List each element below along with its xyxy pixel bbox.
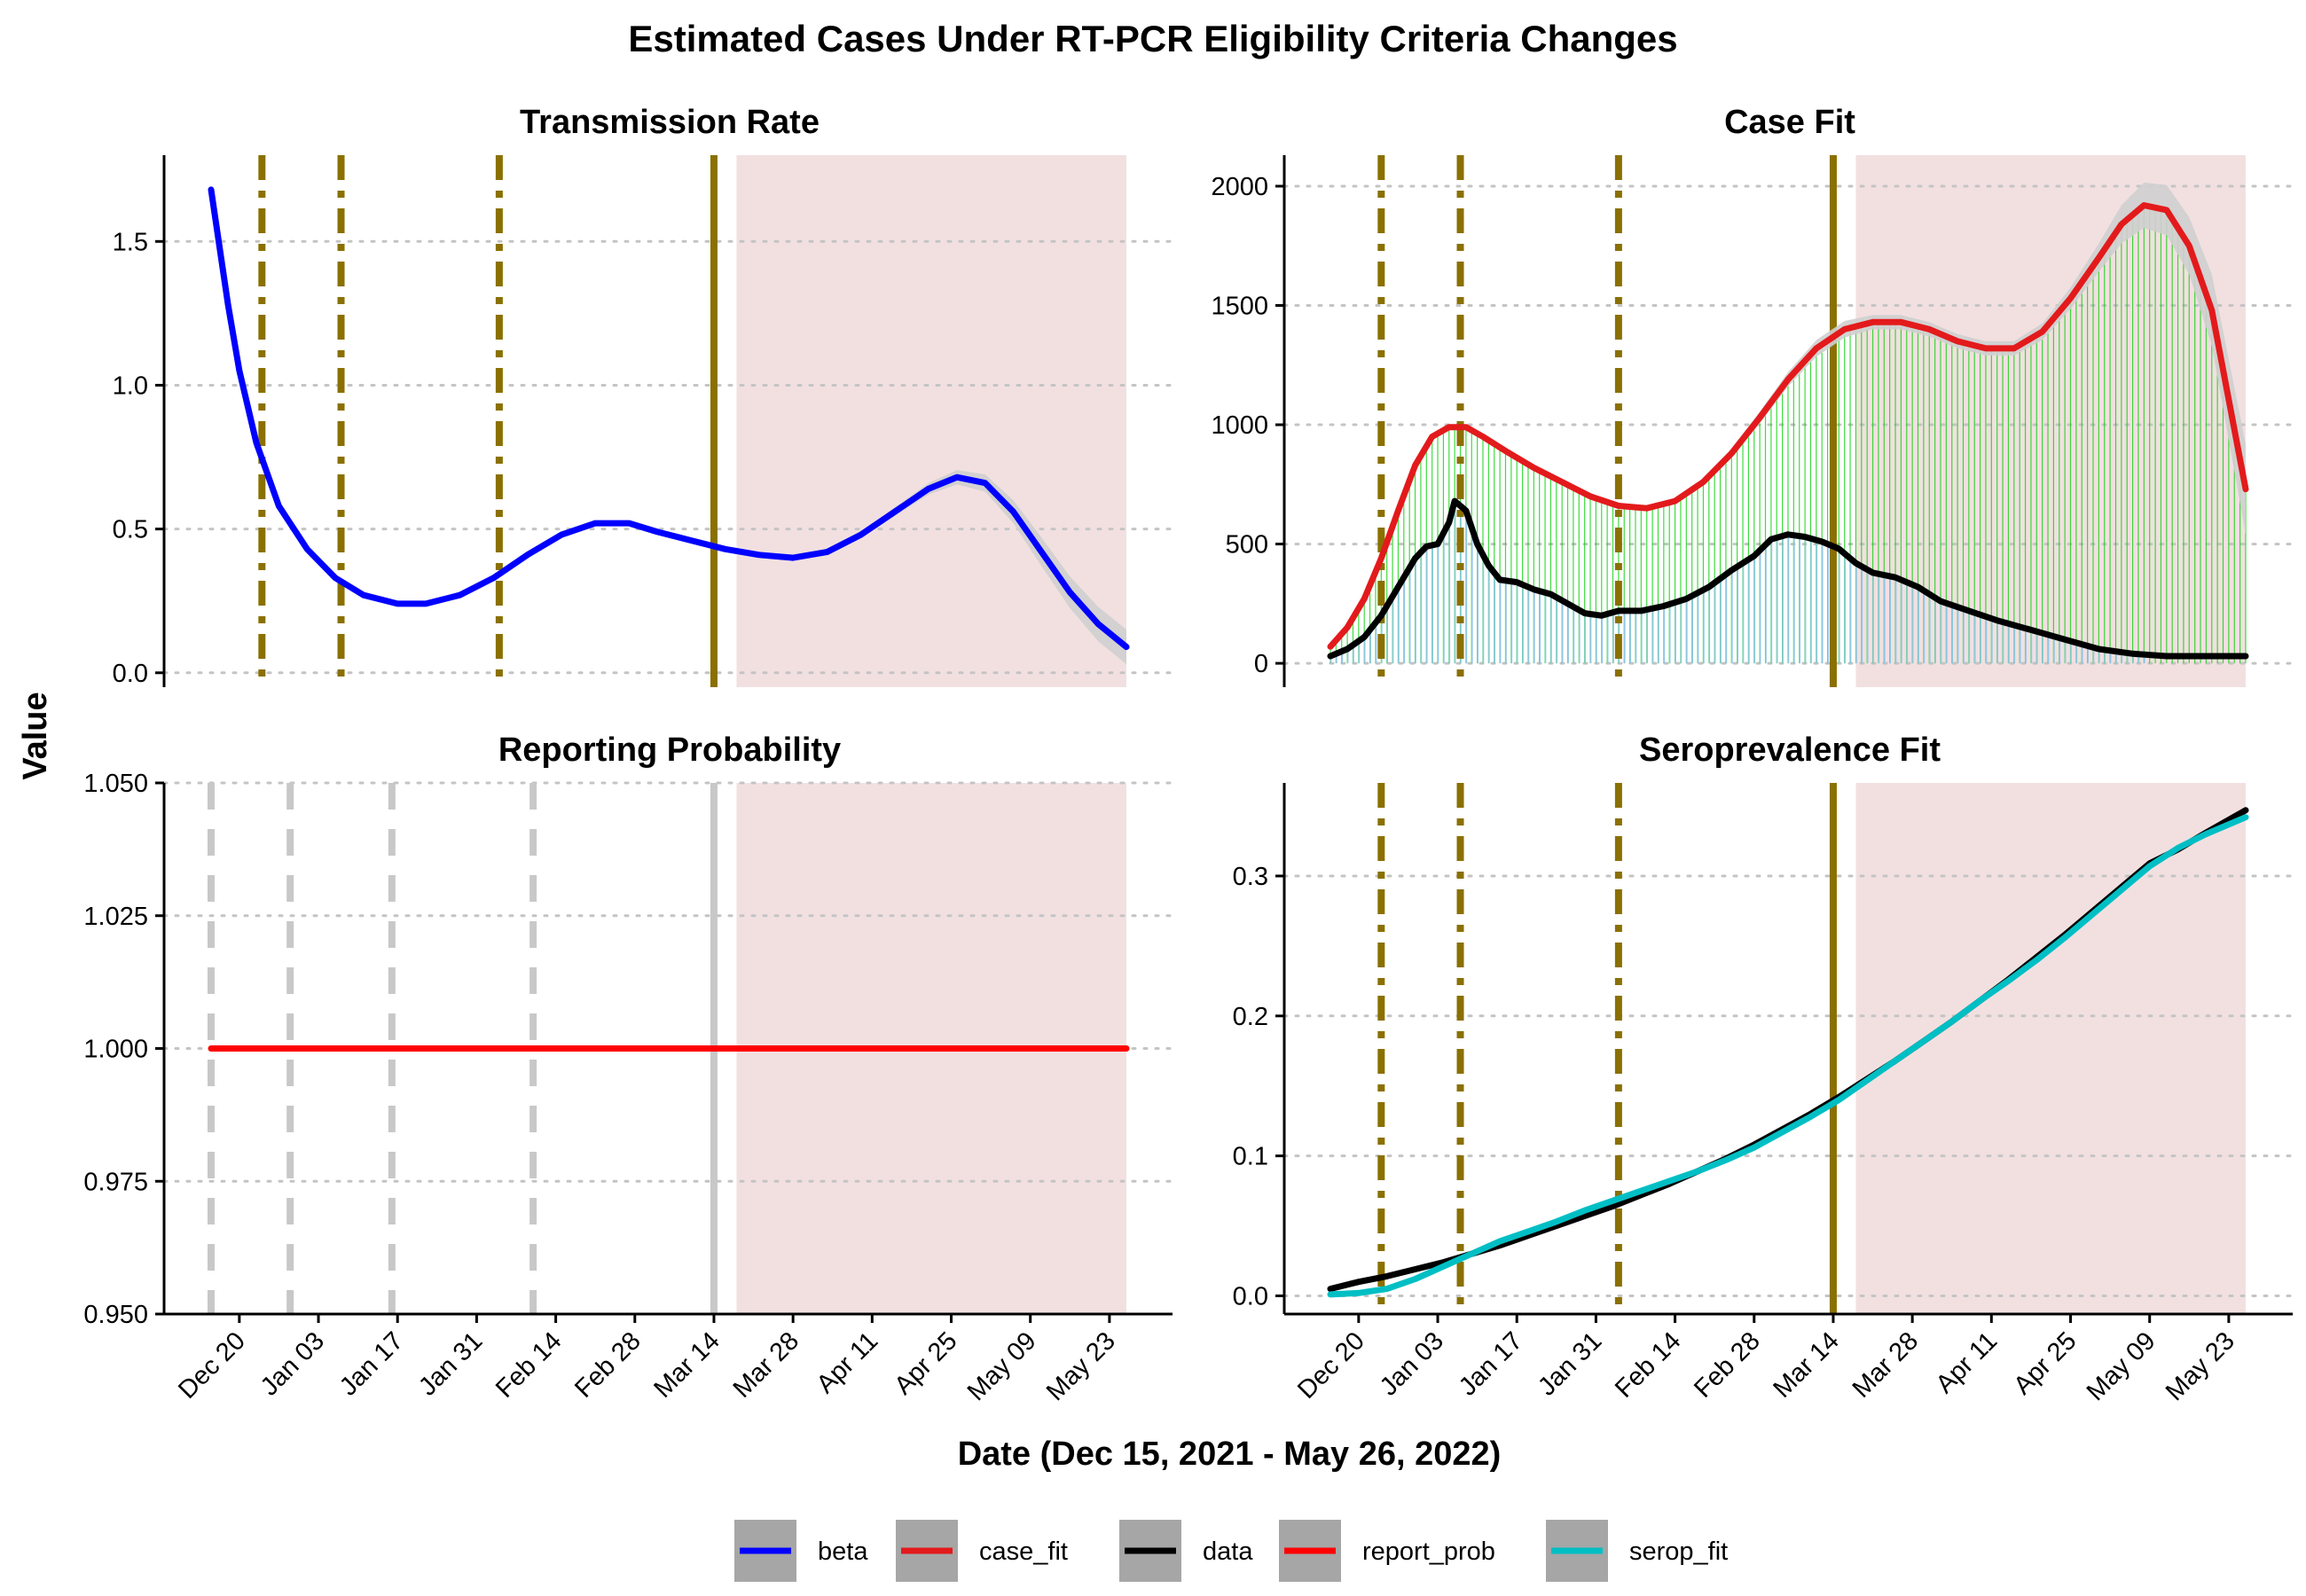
shaded-region [1855, 783, 2246, 1314]
panel-title-reporting-probability: Reporting Probability [498, 732, 841, 769]
y-tick-label: 500 [1226, 531, 1268, 559]
y-tick-label: 0.975 [83, 1168, 148, 1196]
x-tick-label: May 09 [2082, 1326, 2161, 1406]
x-tick-label: Jan 17 [334, 1326, 409, 1401]
y-tick-label: 0.0 [113, 660, 148, 688]
x-tick-label: Jan 03 [1375, 1326, 1449, 1401]
figure-title: Estimated Cases Under RT-PCR Eligibility… [628, 18, 1677, 59]
panel-title-seroprevalence-fit: Seroprevalence Fit [1639, 732, 1941, 769]
y-tick-label: 0.950 [83, 1301, 148, 1329]
y-tick-label: 1.000 [83, 1036, 148, 1064]
case-data-line [1327, 497, 2249, 660]
x-tick-label: Dec 20 [1292, 1326, 1370, 1404]
x-tick-label: Feb 14 [490, 1326, 567, 1403]
x-tick-label: Jan 17 [1454, 1326, 1528, 1401]
y-tick-label: 1.5 [113, 228, 148, 256]
x-tick-label: Apr 25 [889, 1326, 962, 1400]
x-tick-label: May 09 [962, 1326, 1042, 1406]
shaded-region [736, 155, 1126, 687]
x-tick-label: Apr 11 [1931, 1326, 2004, 1399]
case-fit-uncertainty-band [1330, 182, 2246, 647]
x-tick-label: Jan 03 [255, 1326, 330, 1401]
y-axis-label: Value [17, 692, 54, 779]
x-tick-label: Apr 25 [2008, 1326, 2082, 1400]
legend: beta case_fit data report_prob serop_fit [734, 1520, 1728, 1582]
y-tick-label: 0 [1254, 650, 1268, 678]
x-tick-label: Feb 28 [569, 1326, 646, 1403]
y-tick-label: 0.3 [1233, 863, 1268, 891]
x-tick-label: Feb 28 [1689, 1326, 1765, 1403]
y-tick-label: 1500 [1211, 293, 1268, 321]
y-tick-label: 0.5 [113, 516, 148, 544]
panel-case-fit: 0 500 1000 1500 2000 Case Fit [1211, 104, 2294, 687]
y-tick-label: 0.0 [1233, 1282, 1268, 1310]
x-tick-label: Mar 14 [648, 1326, 725, 1403]
x-axis-label: Date (Dec 15, 2021 - May 26, 2022) [958, 1436, 1502, 1473]
legend-label-beta: beta [818, 1537, 868, 1566]
x-tick-label: Mar 28 [1847, 1326, 1924, 1403]
y-tick-label: 2000 [1211, 173, 1268, 201]
y-tick-label: 1000 [1211, 411, 1268, 440]
case-fit-line [1327, 202, 2249, 650]
y-tick-label: 0.2 [1233, 1003, 1268, 1031]
y-tick-label: 1.0 [113, 372, 148, 400]
panel-title-transmission-rate: Transmission Rate [520, 104, 820, 141]
legend-label-data: data [1203, 1537, 1253, 1566]
y-tick-label: 0.1 [1233, 1143, 1268, 1171]
x-tick-label: Mar 28 [728, 1326, 804, 1403]
panel-title-case-fit: Case Fit [1724, 104, 1855, 141]
legend-label-report_prob: report_prob [1362, 1537, 1495, 1566]
x-tick-label: May 23 [1041, 1326, 1121, 1406]
serop-fit-line [1327, 814, 2249, 1298]
y-tick-label: 1.050 [83, 770, 148, 798]
beta-line [208, 186, 1130, 651]
x-tick-label: Mar 14 [1768, 1326, 1844, 1403]
panel-transmission-rate: 0.0 0.5 1.0 1.5 Transmission Rate [113, 104, 1174, 688]
x-tick-label: May 23 [2161, 1326, 2240, 1406]
y-tick-label: 1.025 [83, 903, 148, 931]
x-tick-label: Jan 31 [1533, 1326, 1607, 1401]
legend-label-case_fit: case_fit [979, 1537, 1068, 1566]
legend-label-serop_fit: serop_fit [1629, 1537, 1728, 1566]
x-tick-label: Apr 11 [812, 1326, 884, 1399]
x-tick-label: Dec 20 [173, 1326, 251, 1404]
x-tick-label: Feb 14 [1610, 1326, 1686, 1403]
x-tick-label: Jan 31 [413, 1326, 488, 1401]
